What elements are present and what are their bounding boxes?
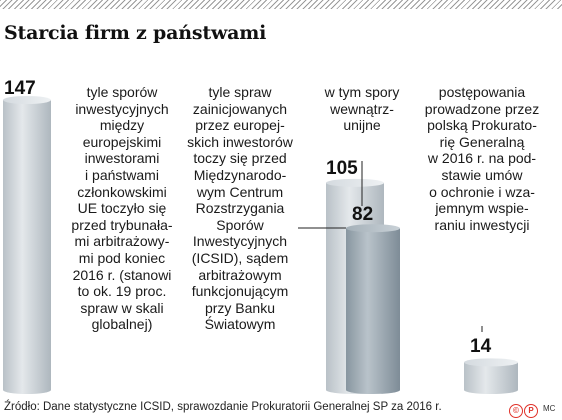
chart-title: Starcia firm z państwami — [4, 22, 267, 44]
description-line: europejskimi — [82, 133, 162, 150]
description-line: inwestorami — [84, 150, 160, 167]
description-line: członkowskimi — [77, 183, 167, 200]
description-line: raniu inwestycji — [434, 216, 530, 233]
value-label-147: 147 — [4, 78, 36, 99]
source-note: Źródło: Dane statystyczne ICSID, sprawoz… — [4, 401, 442, 413]
description-line: UE toczyło się — [77, 200, 167, 217]
description-line: między — [99, 117, 145, 134]
description-line: prowadzone przez — [424, 100, 540, 117]
description-line: mi arbitrażowy- — [74, 233, 170, 250]
description-line: o ochronie i wza- — [429, 183, 535, 200]
description-line: jemnym wspie- — [435, 200, 529, 217]
bar-82-body — [346, 228, 400, 394]
description-line: postępowania — [438, 84, 526, 100]
description-105: tyle spraw zainicjowanych przez europej-sk… — [178, 84, 302, 333]
value-label-82: 82 — [352, 204, 373, 225]
author-credit: MC — [543, 404, 556, 413]
bar-147-body — [3, 100, 51, 394]
description-line: to ok. 19 proc. — [77, 283, 167, 300]
description-line: Rozstrzygania — [195, 200, 285, 217]
publisher-logos: © P — [509, 402, 539, 420]
description-line: tyle sporów — [86, 84, 158, 100]
header-hatch-bar — [0, 0, 562, 9]
copyright-logo-icon: © — [509, 403, 523, 418]
description-line: polską Prokurato- — [427, 117, 537, 134]
bar-14 — [464, 358, 518, 394]
description-line: inwestycyjnych — [75, 100, 169, 117]
description-14: postępowania prowadzone przez polską Proku… — [420, 84, 544, 233]
description-line: w tym spory — [324, 84, 400, 100]
description-line: mi pod koniec — [78, 249, 166, 266]
description-line: funkcjonującym — [191, 283, 289, 300]
description-line: skich inwestorów — [187, 133, 293, 150]
value-label-105: 105 — [326, 158, 358, 179]
description-line: tyle spraw — [208, 84, 272, 100]
bar-14-cap — [464, 358, 518, 367]
bar-82-cap — [346, 224, 400, 233]
description-147: tyle sporów inwestycyjnych między europejsk… — [58, 84, 186, 333]
description-line: zainicjowanych — [192, 100, 288, 117]
description-line: globalnej) — [91, 316, 153, 333]
bar-147-cap — [3, 96, 51, 104]
description-line: unijne — [343, 117, 381, 134]
description-line: i państwami — [85, 166, 159, 183]
description-line: przy Banku — [204, 299, 276, 316]
description-line: wewnątrz- — [330, 100, 394, 117]
bar-105-cap — [326, 178, 384, 187]
description-82: w tym spory wewnątrz-unijne — [316, 84, 408, 134]
description-line: przez europej- — [195, 117, 285, 134]
description-line: 2016 r. (stanowi — [72, 266, 172, 283]
bar-14-body — [464, 362, 518, 394]
bar-147 — [3, 96, 51, 394]
description-line: (ICSID), sądem — [191, 249, 289, 266]
description-line: Sporów — [216, 216, 264, 233]
description-line: w 2016 r. na pod- — [427, 150, 537, 167]
description-line: stawie umów — [441, 166, 523, 183]
description-line: Inwestycyjnych — [192, 233, 288, 250]
description-line: rię Generalną — [439, 133, 525, 150]
description-line: przed trybunała- — [71, 216, 173, 233]
p-logo-icon: P — [524, 403, 538, 418]
description-line: arbitrażowym — [198, 266, 282, 283]
description-line: toczy się przed — [193, 150, 287, 167]
bar-82 — [346, 224, 400, 394]
description-line: Światowym — [204, 316, 276, 333]
description-line: spraw w skali — [80, 299, 164, 316]
description-line: wym Centrum — [196, 183, 284, 200]
value-label-14: 14 — [470, 336, 492, 357]
description-line: Międzynarodo- — [193, 166, 287, 183]
